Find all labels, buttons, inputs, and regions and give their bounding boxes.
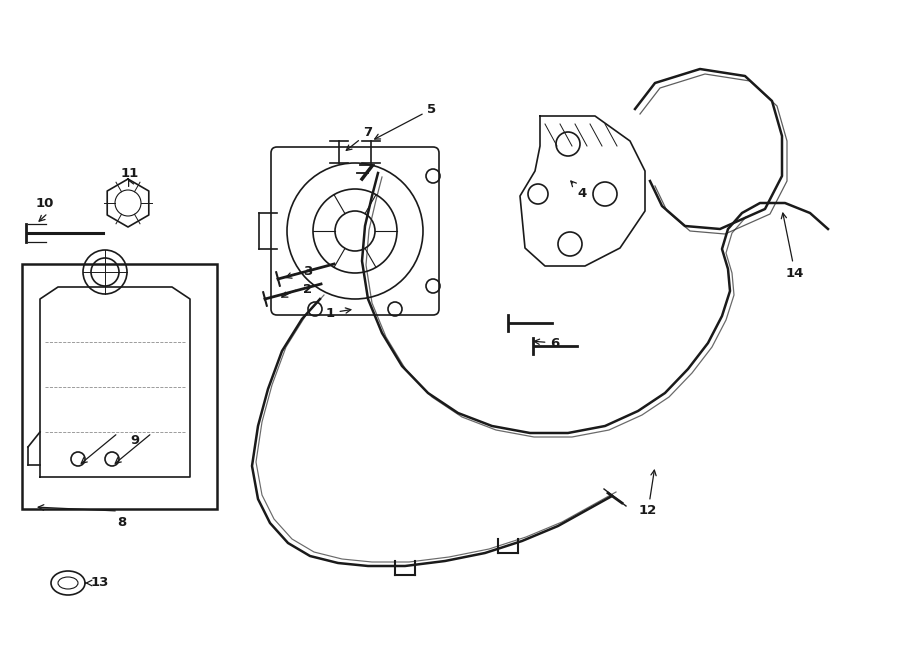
Text: 8: 8 — [117, 516, 127, 529]
Text: 9: 9 — [130, 434, 140, 447]
Text: 7: 7 — [346, 126, 373, 151]
Text: 11: 11 — [121, 167, 140, 180]
Bar — [22, 264, 217, 509]
Text: 6: 6 — [535, 336, 560, 350]
Text: 2: 2 — [303, 282, 312, 295]
Text: 13: 13 — [91, 576, 109, 590]
Text: 5: 5 — [374, 102, 436, 139]
Text: 4: 4 — [571, 181, 587, 200]
Text: 14: 14 — [781, 213, 805, 280]
Text: 3: 3 — [303, 264, 312, 278]
Text: 10: 10 — [36, 196, 54, 210]
Text: 12: 12 — [639, 470, 657, 518]
Text: 1: 1 — [326, 307, 351, 319]
